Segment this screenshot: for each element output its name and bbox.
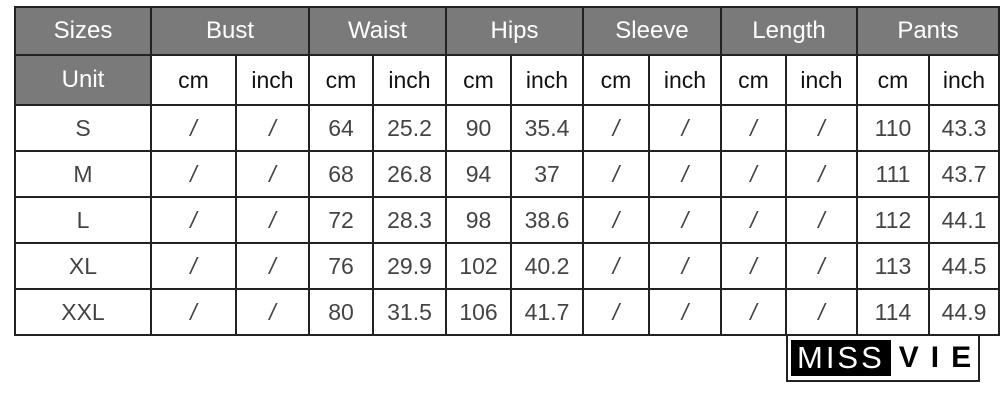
value-cell: / <box>785 242 858 290</box>
header-bust: Bust <box>150 6 310 56</box>
value-cell: / <box>150 288 237 336</box>
value-cell: / <box>235 196 310 244</box>
value-cell: / <box>720 196 787 244</box>
value-cell: / <box>235 104 310 152</box>
value-cell: / <box>150 104 237 152</box>
value-cell: / <box>720 104 787 152</box>
size-cell: M <box>14 150 152 198</box>
value-cell: / <box>648 196 722 244</box>
logo-part-miss: MISS <box>791 340 891 376</box>
unit-cm: cm <box>150 54 237 106</box>
value-cell: / <box>582 288 650 336</box>
value-cell: 37 <box>510 150 584 198</box>
value-cell: 26.8 <box>372 150 447 198</box>
size-cell: XXL <box>14 288 152 336</box>
value-cell: 110 <box>856 104 930 152</box>
value-cell: 114 <box>856 288 930 336</box>
header-row-measurements: Sizes Bust Waist Hips Sleeve Length Pants <box>14 6 1000 56</box>
value-cell: 102 <box>445 242 512 290</box>
value-cell: / <box>582 242 650 290</box>
value-cell: 68 <box>308 150 374 198</box>
header-length: Length <box>720 6 858 56</box>
value-cell: / <box>150 196 237 244</box>
missvie-logo-watermark: MISS VIE <box>786 334 980 382</box>
value-cell: 25.2 <box>372 104 447 152</box>
value-cell: / <box>150 150 237 198</box>
value-cell: / <box>785 288 858 336</box>
value-cell: 112 <box>856 196 930 244</box>
unit-cm: cm <box>308 54 374 106</box>
header-hips: Hips <box>445 6 584 56</box>
unit-cm: cm <box>856 54 930 106</box>
size-cell: L <box>14 196 152 244</box>
size-cell: S <box>14 104 152 152</box>
value-cell: / <box>785 196 858 244</box>
header-row-units: Unit cm inch cm inch cm inch cm inch cm inch cm inc… <box>14 54 1000 106</box>
value-cell: 94 <box>445 150 512 198</box>
value-cell: / <box>720 288 787 336</box>
value-cell: 113 <box>856 242 930 290</box>
value-cell: 43.3 <box>928 104 1000 152</box>
size-chart-table: Sizes Bust Waist Hips Sleeve Length Pants Uni… <box>14 6 1000 336</box>
value-cell: / <box>648 104 722 152</box>
table-row: M //68 26.8 94 37// //111 43.7 <box>14 150 1000 198</box>
value-cell: 98 <box>445 196 512 244</box>
header-sleeve: Sleeve <box>582 6 722 56</box>
logo-part-vie: VIE <box>898 341 984 374</box>
unit-inch: inch <box>235 54 310 106</box>
unit-inch: inch <box>372 54 447 106</box>
unit-inch: inch <box>785 54 858 106</box>
value-cell: / <box>648 288 722 336</box>
value-cell: 64 <box>308 104 374 152</box>
value-cell: 44.1 <box>928 196 1000 244</box>
value-cell: 29.9 <box>372 242 447 290</box>
value-cell: / <box>150 242 237 290</box>
value-cell: 72 <box>308 196 374 244</box>
header-waist: Waist <box>308 6 447 56</box>
value-cell: 111 <box>856 150 930 198</box>
unit-inch: inch <box>648 54 722 106</box>
value-cell: 41.7 <box>510 288 584 336</box>
value-cell: / <box>235 288 310 336</box>
value-cell: 90 <box>445 104 512 152</box>
value-cell: 44.5 <box>928 242 1000 290</box>
value-cell: 76 <box>308 242 374 290</box>
unit-inch: inch <box>928 54 1000 106</box>
value-cell: 44.9 <box>928 288 1000 336</box>
value-cell: / <box>648 150 722 198</box>
value-cell: 40.2 <box>510 242 584 290</box>
table-row: S //64 25.2 90 35.4// //110 43.3 <box>14 104 1000 152</box>
value-cell: 38.6 <box>510 196 584 244</box>
unit-cm: cm <box>720 54 787 106</box>
unit-header: Unit <box>14 54 152 106</box>
unit-cm: cm <box>582 54 650 106</box>
value-cell: / <box>720 242 787 290</box>
value-cell: / <box>235 150 310 198</box>
table-row: XXL //80 31.5 106 41.7// //114 44.9 <box>14 288 1000 336</box>
value-cell: / <box>582 150 650 198</box>
table-row: XL //76 29.9 102 40.2// //113 44.5 <box>14 242 1000 290</box>
value-cell: / <box>648 242 722 290</box>
value-cell: 106 <box>445 288 512 336</box>
unit-inch: inch <box>510 54 584 106</box>
value-cell: 31.5 <box>372 288 447 336</box>
value-cell: / <box>785 104 858 152</box>
table-row: L //72 28.3 98 38.6// //112 44.1 <box>14 196 1000 244</box>
value-cell: 80 <box>308 288 374 336</box>
value-cell: 43.7 <box>928 150 1000 198</box>
value-cell: 35.4 <box>510 104 584 152</box>
unit-cm: cm <box>445 54 512 106</box>
header-pants: Pants <box>856 6 1000 56</box>
size-cell: XL <box>14 242 152 290</box>
value-cell: / <box>582 104 650 152</box>
value-cell: / <box>582 196 650 244</box>
value-cell: 28.3 <box>372 196 447 244</box>
sizes-header: Sizes <box>14 6 152 56</box>
value-cell: / <box>235 242 310 290</box>
value-cell: / <box>720 150 787 198</box>
value-cell: / <box>785 150 858 198</box>
